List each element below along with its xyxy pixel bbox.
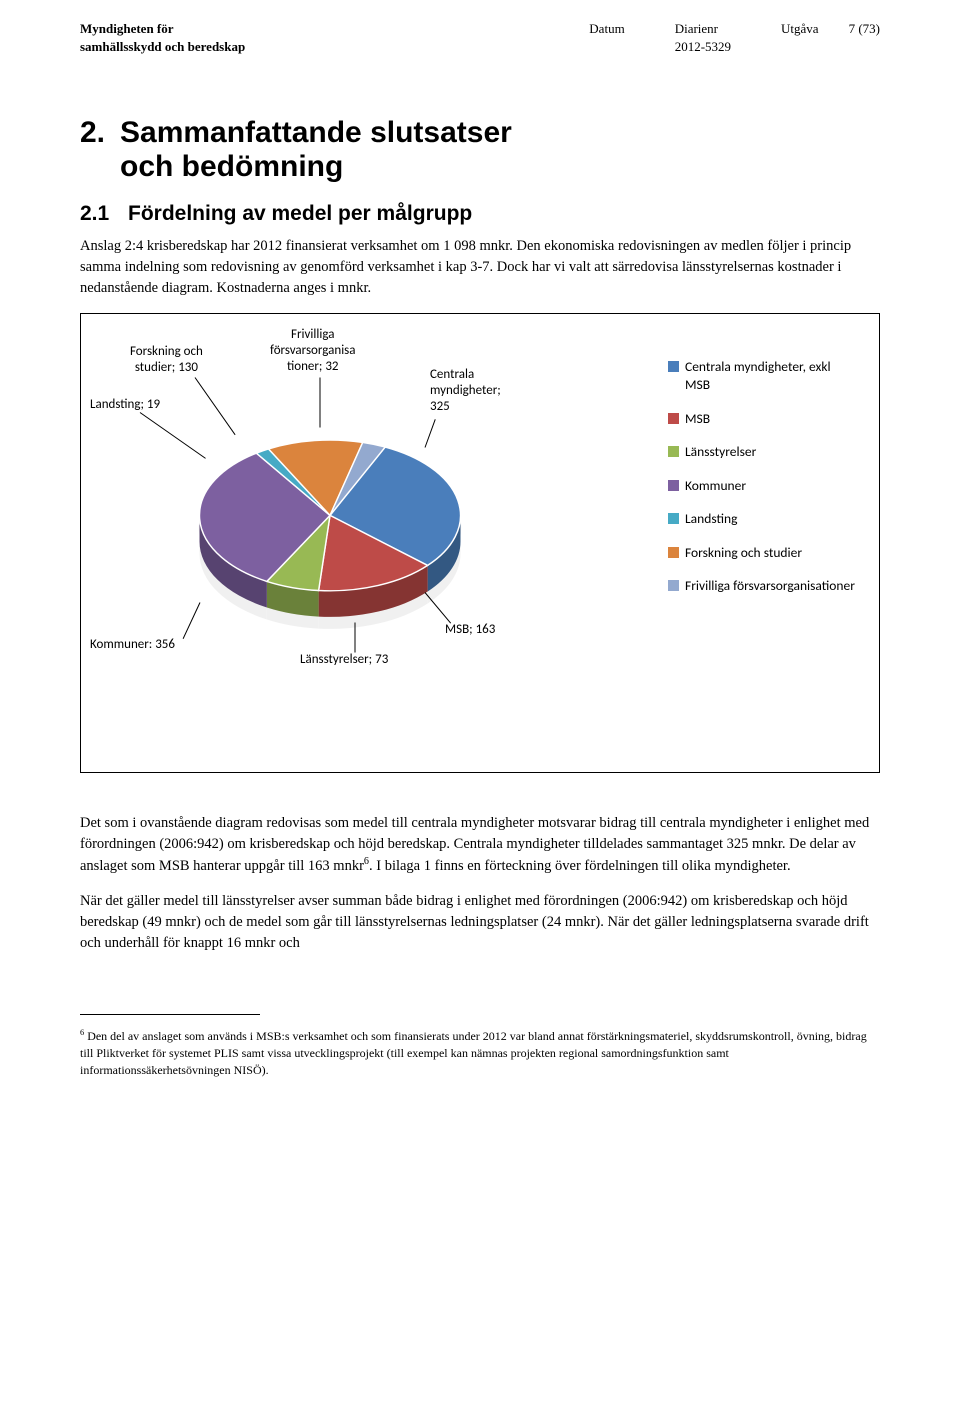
legend-swatch	[668, 547, 679, 558]
org-line1: Myndigheten för	[80, 20, 245, 38]
section-title-line1: Sammanfattande slutsatser	[120, 116, 512, 149]
callout-landsting: Landsting; 19	[90, 397, 160, 413]
legend-swatch	[668, 480, 679, 491]
legend-item: Kommuner	[668, 477, 855, 495]
para2-tail: . I bilaga 1 finns en förteckning över f…	[369, 858, 791, 874]
section-title: 2.Sammanfattande slutsatser och bedömnin…	[80, 116, 880, 184]
subsection-number: 2.1	[80, 202, 128, 226]
page-header: Myndigheten för samhällsskydd och bereds…	[80, 20, 880, 56]
datum-label: Datum	[589, 20, 624, 38]
diarienr-col: Diarienr 2012-5329	[675, 20, 731, 56]
callout-kommuner: Kommuner: 356	[90, 637, 175, 653]
section-number: 2.	[80, 116, 120, 150]
callout-msb: MSB; 163	[445, 622, 495, 638]
diarienr-label: Diarienr	[675, 20, 731, 38]
diarienr-value: 2012-5329	[675, 38, 731, 56]
pie-chart: Centrala myndigheter; 325 MSB; 163 Länss…	[80, 313, 880, 773]
paragraph-1: Anslag 2:4 krisberedskap har 2012 finans…	[80, 236, 880, 299]
legend-item: Centrala myndigheter, exkl MSB	[668, 358, 855, 393]
legend-swatch	[668, 446, 679, 457]
leader-lansstyrelser	[355, 623, 356, 653]
legend-item: Landsting	[668, 510, 855, 528]
datum-col: Datum	[589, 20, 624, 56]
legend-swatch	[668, 580, 679, 591]
legend-label: Centrala myndigheter, exkl MSB	[685, 358, 855, 393]
subsection-title-text: Fördelning av medel per målgrupp	[128, 202, 472, 225]
callout-centrala: Centrala myndigheter; 325	[430, 367, 501, 414]
footnote: 6 Den del av anslaget som används i MSB:…	[80, 1027, 880, 1078]
legend-label: Kommuner	[685, 477, 746, 495]
page: Myndigheten för samhällsskydd och bereds…	[0, 0, 960, 1131]
callout-forskning: Forskning och studier; 130	[130, 344, 203, 375]
section-title-line2: och bedömning	[120, 150, 343, 183]
header-meta: Datum Diarienr 2012-5329 Utgåva 7 (73)	[589, 20, 880, 56]
legend-item: MSB	[668, 410, 855, 428]
legend-item: Forskning och studier	[668, 544, 855, 562]
org-name: Myndigheten för samhällsskydd och bereds…	[80, 20, 245, 56]
legend-label: Länsstyrelser	[685, 443, 756, 461]
utgava-col: Utgåva 7 (73)	[781, 20, 880, 56]
paragraph-2: Det som i ovanstående diagram redovisas …	[80, 813, 880, 877]
legend-swatch	[668, 361, 679, 372]
legend-label: Frivilliga försvarsorganisationer	[685, 577, 855, 595]
legend-label: MSB	[685, 410, 710, 428]
legend-item: Frivilliga försvarsorganisationer	[668, 577, 855, 595]
paragraph-3: När det gäller medel till länsstyrelser …	[80, 891, 880, 954]
chart-area: Centrala myndigheter; 325 MSB; 163 Länss…	[95, 332, 865, 758]
page-number: 7 (73)	[849, 20, 880, 38]
legend-label: Landsting	[685, 510, 737, 528]
subsection-title: 2.1Fördelning av medel per målgrupp	[80, 202, 880, 226]
leader-frivilliga	[320, 378, 321, 428]
legend: Centrala myndigheter, exkl MSB MSB Länss…	[668, 358, 855, 610]
callout-lansstyrelser: Länsstyrelser; 73	[300, 652, 388, 668]
legend-item: Länsstyrelser	[668, 443, 855, 461]
legend-swatch	[668, 513, 679, 524]
callout-frivilliga: Frivilliga försvarsorganisa tioner; 32	[270, 327, 356, 374]
org-line2: samhällsskydd och beredskap	[80, 38, 245, 56]
footnote-separator	[80, 1014, 260, 1015]
legend-label: Forskning och studier	[685, 544, 802, 562]
utgava-label: Utgåva	[781, 20, 819, 38]
legend-swatch	[668, 413, 679, 424]
footnote-text: Den del av anslaget som används i MSB:s …	[80, 1029, 867, 1077]
